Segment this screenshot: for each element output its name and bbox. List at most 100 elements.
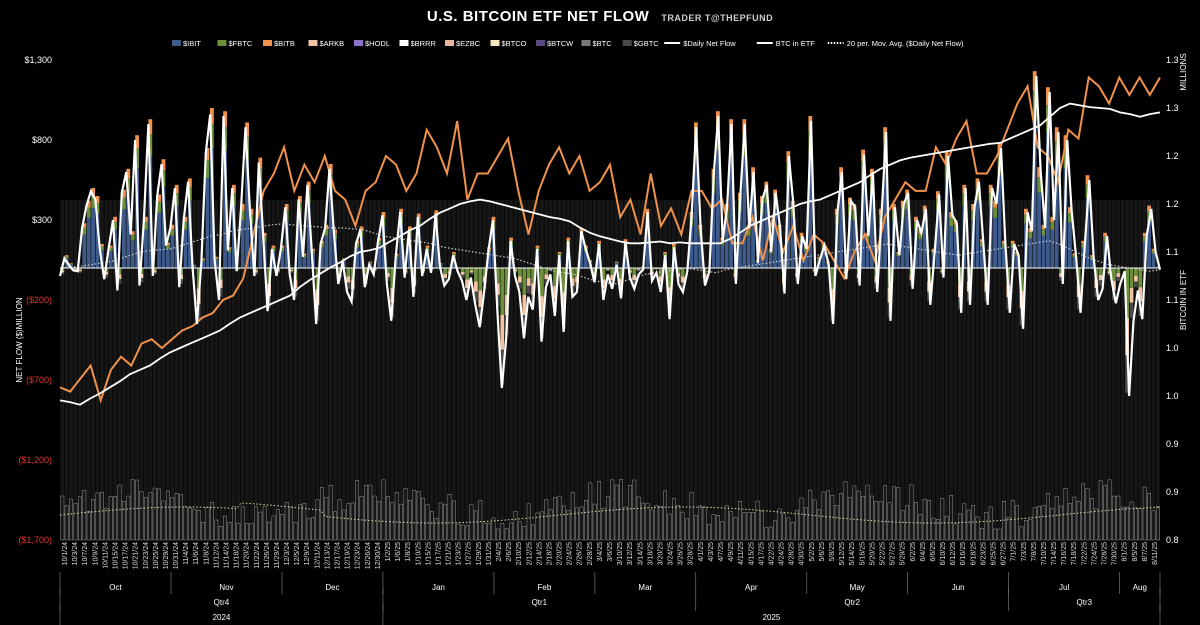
bar-gbtc [254, 272, 258, 275]
bar-ibit [280, 251, 285, 268]
volume-bar [227, 521, 232, 541]
volume-bar [1001, 500, 1006, 541]
bar-gbtc [518, 282, 522, 289]
bg-column [1151, 200, 1156, 540]
bar-gbtc [1059, 276, 1063, 281]
bg-column [738, 200, 742, 540]
bg-column [562, 200, 566, 540]
bg-column [887, 200, 892, 540]
bar-fbtc [205, 160, 210, 178]
bg-column [364, 200, 368, 540]
x-tick-label: 12/9/24 [304, 542, 311, 565]
bar-ibit [1015, 256, 1019, 268]
legend: $IBIT $FBTC $BITB $ARKB $HODL $BRRR $EZBC $BTCO… [172, 39, 964, 48]
bg-column [403, 200, 408, 540]
x-tick-label: 1/15/25 [425, 542, 432, 565]
bar-fbtc [117, 268, 122, 275]
quarter-label: Qtr1 [532, 598, 548, 607]
x-tick-label: 4/17/25 [758, 542, 765, 565]
bg-column [1046, 200, 1050, 540]
bar-fbtc [993, 207, 997, 218]
bar-fbtc [86, 207, 91, 218]
volume-bar [746, 512, 751, 541]
bar-bitb [148, 119, 153, 135]
volume-bar [324, 497, 329, 541]
volume-bar [667, 513, 672, 541]
bar-arkb [179, 274, 183, 280]
bar-arkb [522, 294, 527, 316]
month-label: Jan [432, 583, 445, 592]
bar-ibit [302, 257, 307, 268]
bg-column [227, 200, 232, 540]
bar-fbtc [271, 247, 276, 252]
volume-bar [544, 499, 549, 541]
bg-column [188, 200, 192, 540]
bar-ibit [377, 245, 381, 268]
bar-gbtc [1125, 355, 1129, 393]
volume-bar [126, 495, 131, 541]
month-label: May [850, 583, 865, 592]
volume-bar [183, 506, 188, 541]
x-tick-label: 10/23/24 [143, 542, 150, 569]
bg-column [205, 200, 210, 540]
bg-column [874, 200, 879, 540]
bar-ibit [905, 209, 909, 268]
bg-column [953, 200, 958, 540]
bg-column [535, 200, 540, 540]
bar-ibit [764, 203, 769, 268]
bar-arkb [474, 281, 478, 292]
volume-bar [940, 498, 945, 541]
bar-arkb [78, 269, 82, 272]
bg-column [786, 200, 791, 540]
volume-bar [671, 498, 676, 541]
volume-bar [99, 491, 104, 541]
bg-column [975, 200, 980, 540]
volume-bar [91, 499, 96, 541]
bg-column [905, 200, 909, 540]
bar-fbtc [1024, 214, 1028, 224]
bg-column [636, 200, 641, 540]
bar-fbtc [1072, 255, 1077, 258]
x-tick-label: 10/7/24 [82, 542, 89, 565]
bar-bitb [949, 212, 953, 218]
bg-column [892, 200, 896, 540]
bar-ibit [126, 193, 131, 268]
bg-column [949, 200, 953, 540]
bar-arkb [386, 273, 390, 277]
bar-fbtc [390, 268, 395, 288]
series-lines [58, 75, 1162, 524]
bg-column [588, 200, 593, 540]
bar-bitb [82, 223, 87, 228]
bar-fbtc [130, 234, 135, 241]
legend-label: $ARKB [320, 39, 345, 48]
volume-bar [1094, 508, 1099, 541]
bar-bitb [271, 245, 276, 248]
bg-column [782, 200, 786, 540]
volume-bar [478, 500, 483, 541]
x-tick-label: 6/16/25 [960, 542, 967, 565]
bar-bitb [108, 245, 113, 248]
bg-column [104, 200, 109, 540]
bar-ibit [790, 217, 795, 268]
bar-fbtc [482, 268, 487, 277]
bar-fbtc [1129, 268, 1134, 288]
bar-arkb [570, 278, 575, 286]
volume-bar [385, 496, 390, 541]
bar-fbtc [1028, 232, 1033, 238]
bg-column [980, 200, 984, 540]
volume-bar [236, 522, 241, 541]
volume-bar [627, 484, 632, 541]
volume-bar [69, 498, 74, 541]
bg-column [812, 200, 817, 540]
bar-gbtc [544, 279, 549, 284]
bar-arkb [460, 271, 465, 275]
bar-ibit [1028, 238, 1033, 268]
x-tick-label: 4/22/25 [769, 542, 776, 565]
x-tick-label: 3/12/25 [627, 542, 634, 565]
bar-fbtc [658, 268, 663, 277]
bar-bitb [113, 216, 117, 222]
bg-column [1085, 200, 1090, 540]
bar-fbtc [663, 253, 667, 256]
bar-bitb [166, 242, 170, 245]
bg-column [531, 200, 535, 540]
